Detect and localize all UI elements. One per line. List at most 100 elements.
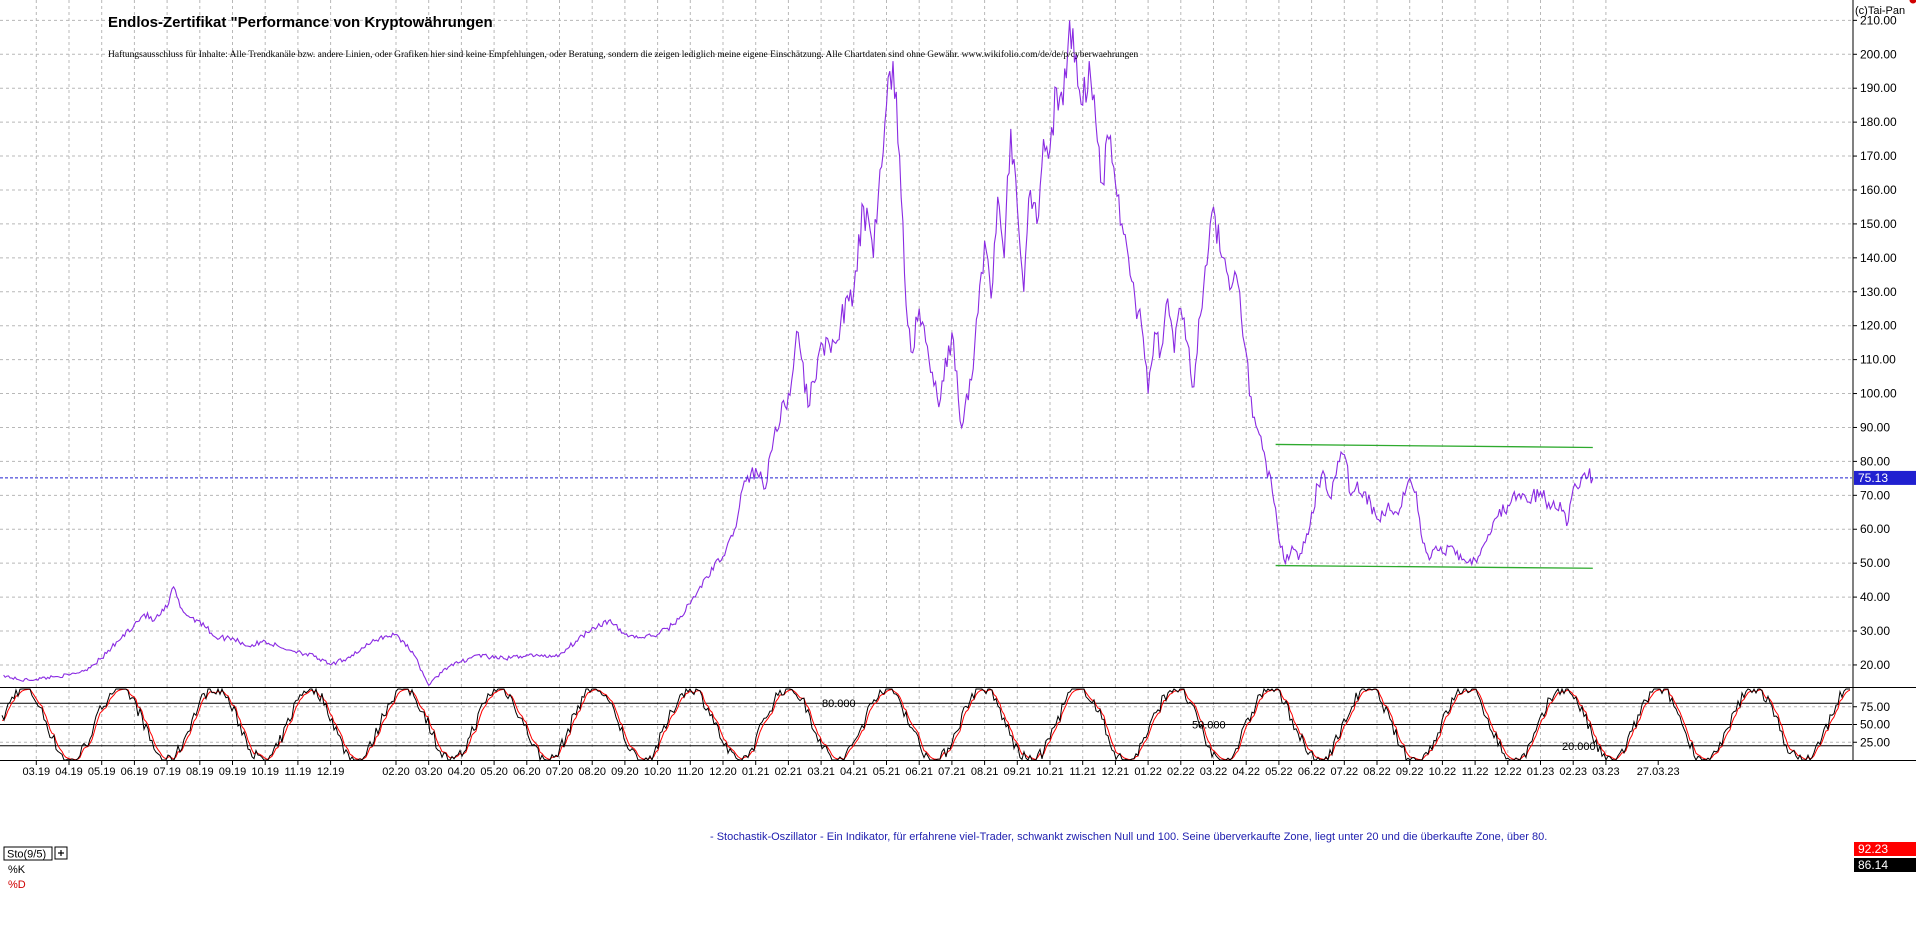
- x-tick-label: 03.21: [807, 766, 835, 778]
- x-tick-label: 11.19: [285, 766, 312, 778]
- trend-lines: [1275, 443, 1593, 569]
- x-tick-label: 11.20: [677, 766, 704, 778]
- y-tick-label: 70.00: [1860, 488, 1890, 502]
- x-tick-label: 12.21: [1102, 766, 1130, 778]
- x-tick-label: 06.20: [513, 766, 541, 778]
- stoch-d-line: [1, 688, 1851, 761]
- x-tick-label: 12.19: [317, 766, 345, 778]
- price-line: [3, 20, 1594, 687]
- stoch-k-last-label: 86.14: [1858, 858, 1888, 872]
- x-tick-label: 04.21: [840, 766, 868, 778]
- grid-lines: [0, 0, 1852, 760]
- chart-title: Endlos-Zertifikat "Performance von Krypt…: [108, 14, 493, 31]
- x-tick-label: 02.22: [1167, 766, 1195, 778]
- x-tick-label: 03.20: [415, 766, 443, 778]
- last-price-label: 75.13: [1858, 471, 1888, 485]
- legend-d: %D: [8, 879, 26, 891]
- x-tick-label: 04.22: [1232, 766, 1260, 778]
- x-tick-label: 07.19: [153, 766, 181, 778]
- x-tick-label: 05.19: [88, 766, 116, 778]
- stoch-d-last-box: [1854, 842, 1916, 856]
- x-tick-label: 01.23: [1527, 766, 1555, 778]
- x-tick-label: 05.21: [873, 766, 901, 778]
- x-tick-label: 08.20: [578, 766, 606, 778]
- y-tick-label: 210.00: [1860, 13, 1897, 27]
- x-tick-label: 05.20: [480, 766, 508, 778]
- y-tick-label: 170.00: [1860, 149, 1897, 163]
- x-tick-label: 06.19: [121, 766, 149, 778]
- x-tick-label: 05.22: [1265, 766, 1293, 778]
- y-tick-label: 50.00: [1860, 556, 1890, 570]
- x-tick-label: 01.22: [1134, 766, 1162, 778]
- y-tick-label: 130.00: [1860, 285, 1897, 299]
- copyright-label: (c)Tai-Pan: [1855, 5, 1905, 17]
- stoch-k-line: [1, 687, 1850, 762]
- indicator-description: - Stochastik-Oszillator - Ein Indikator,…: [710, 831, 1547, 843]
- x-tick-label: 03.23: [1592, 766, 1620, 778]
- x-tick-label: 02.20: [382, 766, 410, 778]
- ind-level-label: 20.000: [1562, 741, 1596, 753]
- y-tick-label: 20.00: [1860, 658, 1890, 672]
- y-tick-label: 90.00: [1860, 420, 1890, 434]
- x-tick-label: 09.22: [1396, 766, 1424, 778]
- y-tick-label: 180.00: [1860, 115, 1897, 129]
- x-tick-label: 07.20: [546, 766, 574, 778]
- last-price-line: 75.13: [0, 470, 1916, 485]
- x-tick-label: 08.21: [971, 766, 999, 778]
- x-tick-label: 12.20: [709, 766, 737, 778]
- trend-line: [1275, 443, 1593, 449]
- x-tick-label: 09.20: [611, 766, 639, 778]
- x-tick-label: 07.22: [1331, 766, 1359, 778]
- x-tick-label: 10.21: [1036, 766, 1064, 778]
- x-tick-label: 06.22: [1298, 766, 1326, 778]
- ind-tick-label: 75.00: [1860, 700, 1890, 714]
- indicator-name: Sto(9/5): [7, 849, 46, 861]
- tick-labels: 20.00 30.00 40.00 50.00 60.00 70.00 80.00 90.00…: [23, 13, 1897, 778]
- x-tick-label: 08.22: [1363, 766, 1391, 778]
- stoch-k-last-box: [1854, 858, 1916, 872]
- x-tick-label: 03.19: [23, 766, 51, 778]
- x-tick-label: 10.19: [251, 766, 279, 778]
- y-tick-label: 150.00: [1860, 217, 1897, 231]
- x-tick-label: 10.20: [644, 766, 672, 778]
- x-tick-label: 06.21: [905, 766, 933, 778]
- x-tick-label: 27.03.23: [1637, 766, 1680, 778]
- axes: [0, 0, 1916, 765]
- y-tick-label: 200.00: [1860, 47, 1897, 61]
- ind-level-label: 80.000: [822, 698, 856, 710]
- x-tick-label: 11.22: [1462, 766, 1489, 778]
- y-tick-label: 40.00: [1860, 590, 1890, 604]
- price-series: [3, 20, 1594, 687]
- x-tick-label: 04.19: [55, 766, 83, 778]
- x-tick-label: 01.21: [742, 766, 770, 778]
- last-price-box: [1854, 470, 1916, 485]
- indicator-name-box[interactable]: Sto(9/5): [3, 846, 53, 861]
- disclaimer-text: Haftungsausschluss für Inhalte: Alle Tre…: [108, 49, 1139, 60]
- stochastic-series: 92.23 86.14: [1, 687, 1916, 872]
- y-tick-label: 140.00: [1860, 251, 1897, 265]
- x-tick-label: 12.22: [1494, 766, 1522, 778]
- stoch-d-last-label: 92.23: [1858, 842, 1888, 856]
- ind-tick-label: 25.00: [1860, 735, 1890, 749]
- x-tick-label: 11.21: [1069, 766, 1096, 778]
- ind-level-label: 50.000: [1192, 720, 1226, 732]
- plus-icon[interactable]: [54, 846, 68, 860]
- corner-marker: [1909, 0, 1916, 4]
- ind-tick-label: 50.00: [1860, 718, 1890, 732]
- y-tick-label: 60.00: [1860, 522, 1890, 536]
- y-tick-label: 30.00: [1860, 624, 1890, 638]
- x-tick-label: 02.21: [775, 766, 803, 778]
- y-tick-label: 120.00: [1860, 319, 1897, 333]
- y-tick-label: 190.00: [1860, 81, 1897, 95]
- y-tick-label: 160.00: [1860, 183, 1897, 197]
- y-tick-label: 100.00: [1860, 387, 1897, 401]
- x-tick-label: 08.19: [186, 766, 214, 778]
- x-tick-label: 07.21: [938, 766, 966, 778]
- x-tick-label: 04.20: [448, 766, 476, 778]
- x-tick-label: 03.22: [1200, 766, 1228, 778]
- y-tick-label: 110.00: [1860, 353, 1896, 367]
- x-tick-label: 10.22: [1429, 766, 1457, 778]
- y-tick-label: 80.00: [1860, 454, 1890, 468]
- x-tick-label: 02.23: [1559, 766, 1587, 778]
